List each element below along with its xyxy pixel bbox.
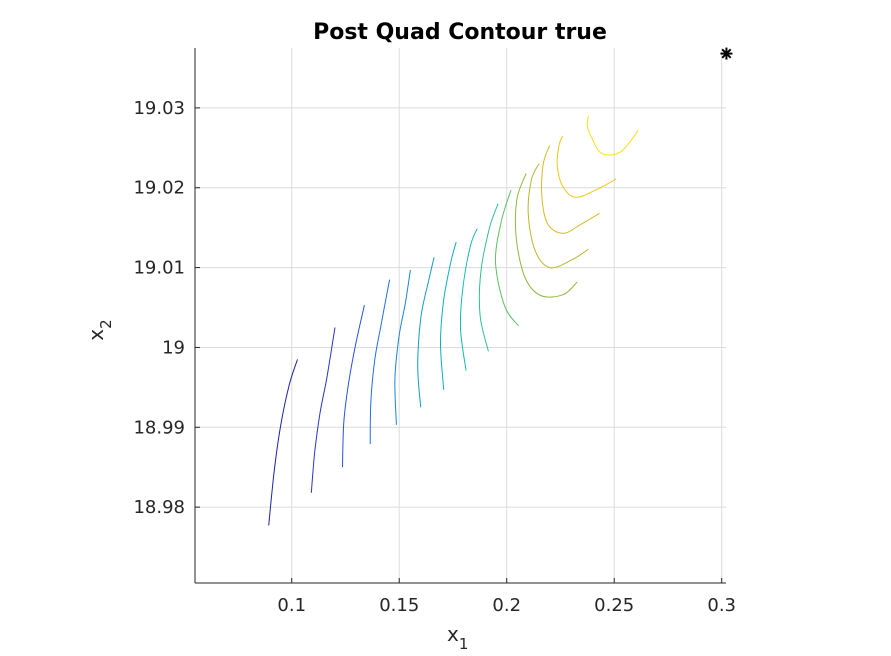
contour-line: [514, 173, 578, 298]
grid-lines: [195, 48, 726, 583]
chart-title: Post Quad Contour true: [313, 20, 607, 45]
x-tick-label: 0.3: [707, 595, 736, 616]
x-axis-label-subscript: 1: [459, 635, 469, 653]
y-axis-label-subscript: 2: [97, 319, 115, 329]
contour-line: [417, 257, 435, 408]
x-tick-label: 0.25: [594, 595, 634, 616]
contour-line: [394, 269, 411, 425]
y-tick-label: 18.99: [133, 417, 185, 438]
y-axis-label-group: x2: [84, 319, 115, 340]
x-tick-label: 0.15: [379, 595, 419, 616]
contour-line: [459, 228, 478, 371]
contour-line: [478, 203, 499, 352]
contour-line: [586, 115, 639, 156]
x-tick-label: 0.1: [277, 595, 306, 616]
marker-stroke: [721, 48, 732, 59]
contour-line: [527, 163, 589, 269]
x-axis-label: x1: [447, 622, 468, 653]
y-axis-label-base: x: [84, 329, 108, 341]
plot-area: 0.1 0.15 0.2 0.25 0.3 18.98 18.99 19 19.01 19.02 1…: [133, 47, 736, 616]
x-tick-label: 0.2: [492, 595, 521, 616]
y-tick-label: 18.98: [133, 497, 185, 518]
y-tick-label: 19: [162, 337, 185, 358]
y-tick-label: 19.01: [133, 258, 185, 279]
contour-line: [369, 279, 391, 445]
y-tick-label: 19.03: [133, 98, 185, 119]
contour-line: [556, 135, 617, 198]
contour-line: [541, 145, 600, 234]
contour-line: [494, 189, 519, 327]
y-tick-label: 19.02: [133, 178, 185, 199]
y-axis-label: x2: [84, 319, 115, 340]
contour-line: [268, 359, 298, 526]
x-axis-label-base: x: [447, 622, 459, 646]
contour-line: [342, 304, 365, 468]
contour-line: [310, 327, 336, 493]
marker-point: [720, 47, 733, 60]
contour-line: [439, 241, 457, 390]
